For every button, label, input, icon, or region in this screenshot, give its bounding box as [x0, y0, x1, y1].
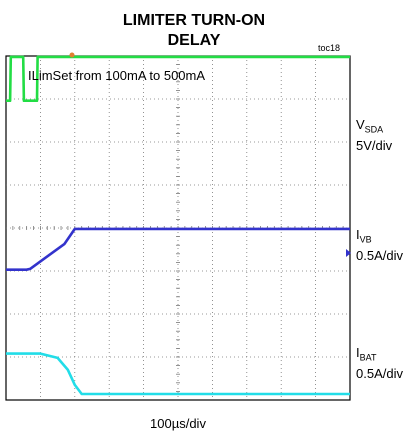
vsda-name: VSDA	[356, 117, 384, 135]
traces	[6, 55, 350, 396]
ibat-label: IBAT 0.5A/div	[356, 345, 403, 381]
annotation: ILimSet from 100mA to 500mA	[28, 68, 205, 83]
ibat-name: IBAT	[356, 345, 377, 363]
ibat-scale: 0.5A/div	[356, 365, 403, 381]
timebase-label: 100µs/div	[150, 416, 206, 431]
ivb-trace	[6, 227, 350, 272]
ivb-name: IVB	[356, 227, 372, 245]
chart-title-line1: LIMITER TURN-ON	[122, 12, 266, 29]
ivb-scale: 0.5A/div	[356, 247, 403, 263]
vsda-trace	[6, 55, 350, 102]
chart-title-line2: DELAY	[167, 32, 221, 49]
vsda-scale: 5V/div	[356, 137, 393, 153]
trigger-marker	[69, 52, 75, 58]
ibat-trace	[6, 352, 350, 396]
ivb-ground-marker	[346, 249, 351, 257]
ivb-label: IVB 0.5A/div	[356, 227, 403, 263]
figure-id: toc18	[318, 43, 341, 53]
vsda-label: VSDA 5V/div	[356, 117, 392, 153]
